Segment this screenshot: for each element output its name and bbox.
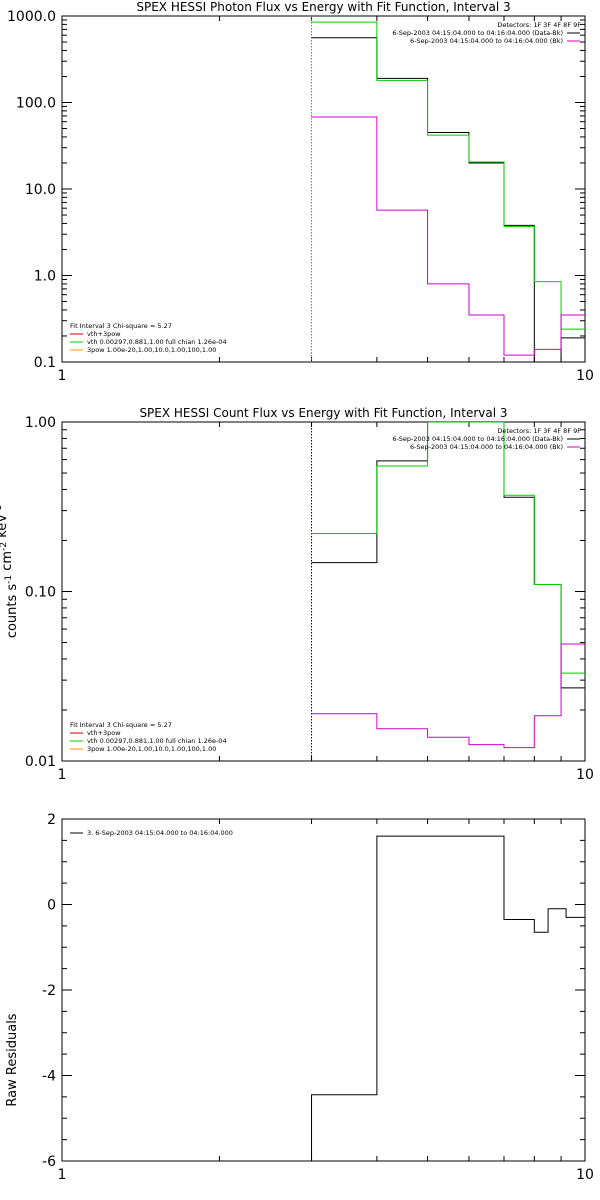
y-axis-label-part: keV <box>0 514 10 542</box>
series-bk <box>311 116 585 356</box>
plot-area <box>311 835 585 1161</box>
fit-legend-entry: vth+3pow <box>87 330 121 338</box>
y-axis-label-part: s <box>5 584 20 595</box>
y-axis-label-part: counts <box>5 595 20 639</box>
x-tick-label: 10 <box>576 767 594 783</box>
series-data-bk <box>311 422 585 689</box>
y-tick-label: -4 <box>42 1069 56 1085</box>
x-tick-label: 10 <box>576 368 594 384</box>
legend-right-entry: 6-Sep-2003 04:15:04.000 to 04:16:04.000 … <box>392 29 563 37</box>
legend-right-entry: 6-Sep-2003 04:15:04.000 to 04:16:04.000 … <box>392 435 563 443</box>
y-axis-label-sup: -1 <box>4 575 14 584</box>
y-tick-label: 100.0 <box>16 96 56 112</box>
y-axis-label-part: cm <box>0 551 15 575</box>
chart-title: SPEX HESSI Photon Flux vs Energy with Fi… <box>136 0 510 14</box>
series-vth-3pow <box>311 422 585 674</box>
y-axis-label-sup: -2 <box>0 542 9 551</box>
y-axis-label: Raw Residuals <box>5 1013 20 1106</box>
fit-legend-entry: 3pow 1.00e-20,1.00,10.0,1.00,100,1.00 <box>87 346 216 354</box>
fit-legend-entry: vth 0.00297,0.881,1.00 full chian 1.26e-… <box>87 737 227 745</box>
fit-legend-entry: 3pow 1.00e-20,1.00,10.0,1.00,100,1.00 <box>87 745 216 753</box>
y-tick-label: 10.0 <box>25 182 56 198</box>
fit-legend-header: Fit Interval 3 Chi-square = 5.27 <box>70 721 172 729</box>
detectors-label: Detectors: 1F 3F 4F 8F 9F <box>497 427 581 435</box>
plot-frame <box>61 818 586 1162</box>
y-tick-label: 0.01 <box>25 754 56 770</box>
fit-legend-header: Fit Interval 3 Chi-square = 5.27 <box>70 322 172 330</box>
plot-area <box>311 422 585 761</box>
x-tick-label: 1 <box>58 1167 67 1183</box>
y-tick-label: 2 <box>47 812 56 828</box>
chart-panel-1: SPEX HESSI Photon Flux vs Energy with Fi… <box>7 0 594 384</box>
x-tick-label: 1 <box>58 767 67 783</box>
series-data-bk <box>311 37 585 362</box>
detectors-label: Detectors: 1F 3F 4F 8F 9F <box>497 21 581 29</box>
plot-frame <box>61 421 586 762</box>
y-axis-label: counts s-1 cm-2 keV-1 <box>0 505 20 638</box>
plot-frame <box>61 15 586 363</box>
chart-panel-3: 1 10 -6 -4 -2 0 2 Raw Residuals 3. 6-Sep-2003 04… <box>5 812 594 1183</box>
legend-right-entry: 6-Sep-2003 04:15:04.000 to 04:16:04.000 … <box>410 443 563 451</box>
fit-legend-entry: vth+3pow <box>87 729 121 737</box>
y-tick-label: -2 <box>42 983 56 999</box>
y-tick-label: 1.0 <box>34 269 56 285</box>
x-tick-label: 10 <box>576 1167 594 1183</box>
y-tick-label: -6 <box>42 1154 56 1170</box>
y-tick-label: 1.00 <box>25 415 56 431</box>
series-residuals <box>311 835 585 1161</box>
y-tick-label: 0.1 <box>34 355 56 371</box>
series-vth-3pow <box>311 21 585 330</box>
y-tick-label: 1000.0 <box>7 9 56 25</box>
chart-panel-2: SPEX HESSI Count Flux vs Energy with Fit… <box>0 406 594 783</box>
legend-right-entry: 6-Sep-2003 04:15:04.000 to 04:16:04.000 … <box>410 37 563 45</box>
series-bk <box>311 643 585 749</box>
plot-area <box>311 16 585 362</box>
chart-title: SPEX HESSI Count Flux vs Energy with Fit… <box>139 406 507 420</box>
y-tick-label: 0 <box>47 898 56 914</box>
x-tick-label: 1 <box>58 368 67 384</box>
fit-legend-entry: vth 0.00297,0.881,1.00 full chian 1.26e-… <box>87 338 227 346</box>
y-axis-label-sup: -1 <box>0 505 4 514</box>
y-tick-label: 0.10 <box>25 585 56 601</box>
residual-legend-entry: 3. 6-Sep-2003 04:15:04.000 to 04:16:04.0… <box>87 829 233 837</box>
